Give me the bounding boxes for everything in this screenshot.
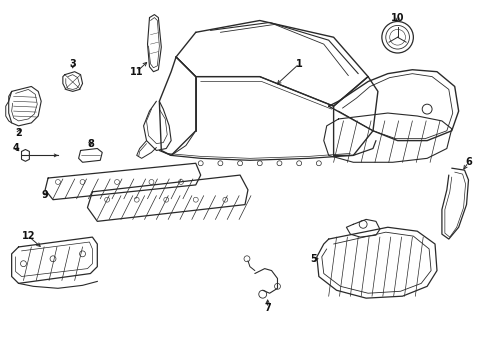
Text: 12: 12 <box>22 231 35 241</box>
Text: 10: 10 <box>391 13 404 23</box>
Text: 2: 2 <box>15 128 22 138</box>
Text: 7: 7 <box>264 303 271 313</box>
Text: 8: 8 <box>87 139 94 149</box>
Text: 5: 5 <box>311 254 318 264</box>
Text: 9: 9 <box>42 190 49 200</box>
Text: 3: 3 <box>69 59 76 69</box>
Text: 1: 1 <box>296 59 302 69</box>
Text: 6: 6 <box>465 157 472 167</box>
Text: 11: 11 <box>130 67 144 77</box>
Text: 4: 4 <box>12 143 19 153</box>
